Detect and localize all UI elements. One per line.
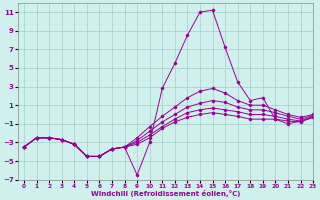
X-axis label: Windchill (Refroidissement éolien,°C): Windchill (Refroidissement éolien,°C)	[91, 190, 240, 197]
